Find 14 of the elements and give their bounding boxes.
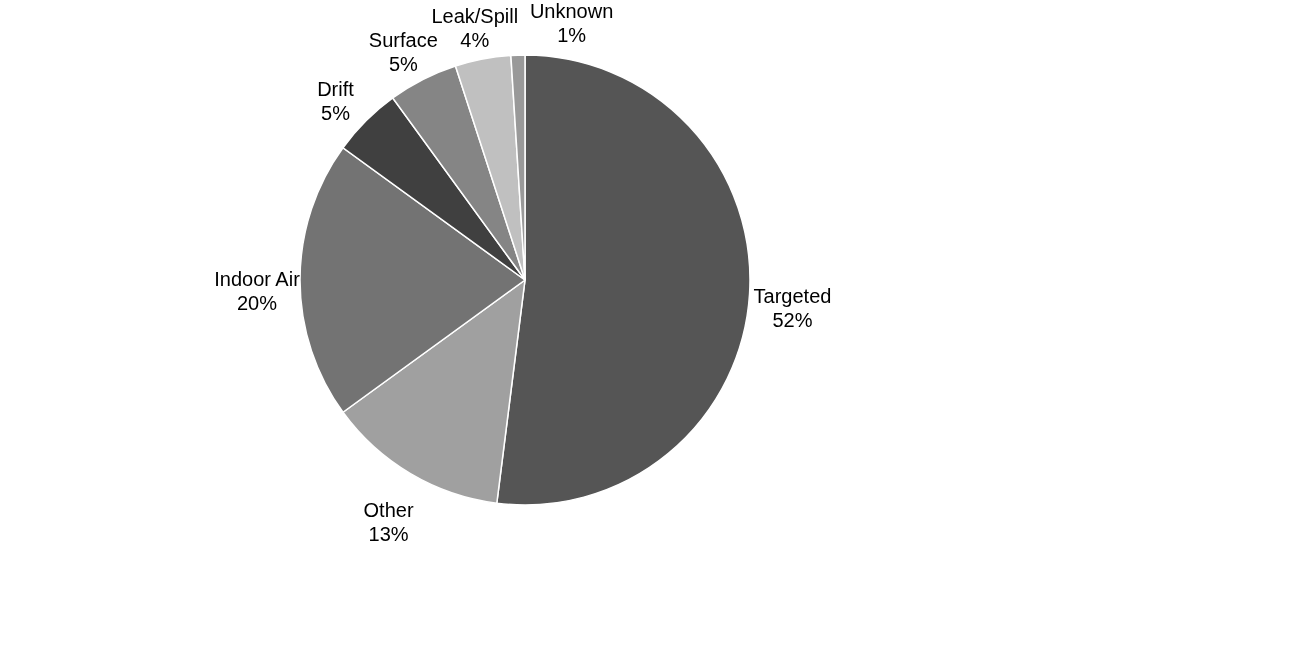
slice-label: Leak/Spill <box>431 4 519 27</box>
data-label: 20% <box>236 292 278 314</box>
slice-label: Indoor Air <box>214 268 301 290</box>
data-label: 1% <box>557 24 587 47</box>
data-label: 5% <box>388 53 418 76</box>
slice-label: Unknown <box>529 0 614 23</box>
data-label: 5% <box>321 102 351 125</box>
data-label: 13% <box>368 522 409 545</box>
data-label: 4% <box>460 28 490 51</box>
data-label: 52% <box>772 308 813 331</box>
slice-label: Surface <box>368 29 438 52</box>
slice-label: Targeted <box>753 284 832 307</box>
slice-label: Drift <box>317 78 355 101</box>
slice-label: Other <box>363 498 414 521</box>
